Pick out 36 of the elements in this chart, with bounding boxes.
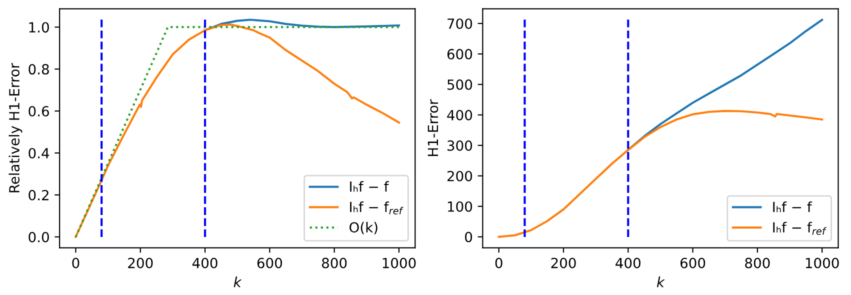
legend-label: Iₕf − f xyxy=(350,181,389,192)
x-tick-label: 1000 xyxy=(382,258,416,268)
y-tick-label: 0.4 xyxy=(28,148,50,158)
x-axis-title: k xyxy=(656,276,665,288)
y-axis-title: Relatively H1-Error xyxy=(8,63,22,192)
y-tick-label: 100 xyxy=(448,201,472,212)
x-tick-label: 600 xyxy=(257,258,282,268)
x-tick-label: 400 xyxy=(616,258,640,268)
y-tick-label: 0.0 xyxy=(28,232,49,242)
x-tick-label: 0 xyxy=(495,258,502,268)
y-tick-label: 0.2 xyxy=(28,190,48,200)
y-tick-label: 200 xyxy=(447,170,472,182)
legend-label: Iₕf − f$_{ref}$ xyxy=(350,201,404,214)
legend-label: O(k) xyxy=(350,222,378,234)
x-tick-label: 800 xyxy=(322,258,347,268)
x-tick-label: 800 xyxy=(745,258,770,268)
legend-label: Iₕf − f$_{ref}$ xyxy=(773,222,827,235)
x-tick-label: 1000 xyxy=(806,258,839,268)
x-tick-label: 600 xyxy=(680,258,706,268)
y-tick-label: 0 xyxy=(465,232,472,242)
y-tick-label: 700 xyxy=(448,18,472,29)
x-tick-label: 400 xyxy=(192,258,218,268)
legend-label: Iₕf − f xyxy=(773,201,812,212)
x-tick-label: 200 xyxy=(551,258,576,268)
y-tick-label: 400 xyxy=(447,110,472,120)
y-tick-label: 0.8 xyxy=(28,64,49,75)
y-tick-label: 500 xyxy=(448,79,472,90)
y-tick-label: 600 xyxy=(447,48,472,60)
y-tick-label: 300 xyxy=(448,140,472,151)
y-tick-label: 0.6 xyxy=(28,106,49,116)
y-axis-title: H1-Error xyxy=(428,99,438,156)
x-tick-label: 200 xyxy=(128,258,153,268)
x-axis-title: k xyxy=(234,276,242,288)
x-tick-label: 0 xyxy=(72,258,80,268)
line-series xyxy=(204,18,400,32)
y-tick-label: 1.0 xyxy=(29,22,49,33)
